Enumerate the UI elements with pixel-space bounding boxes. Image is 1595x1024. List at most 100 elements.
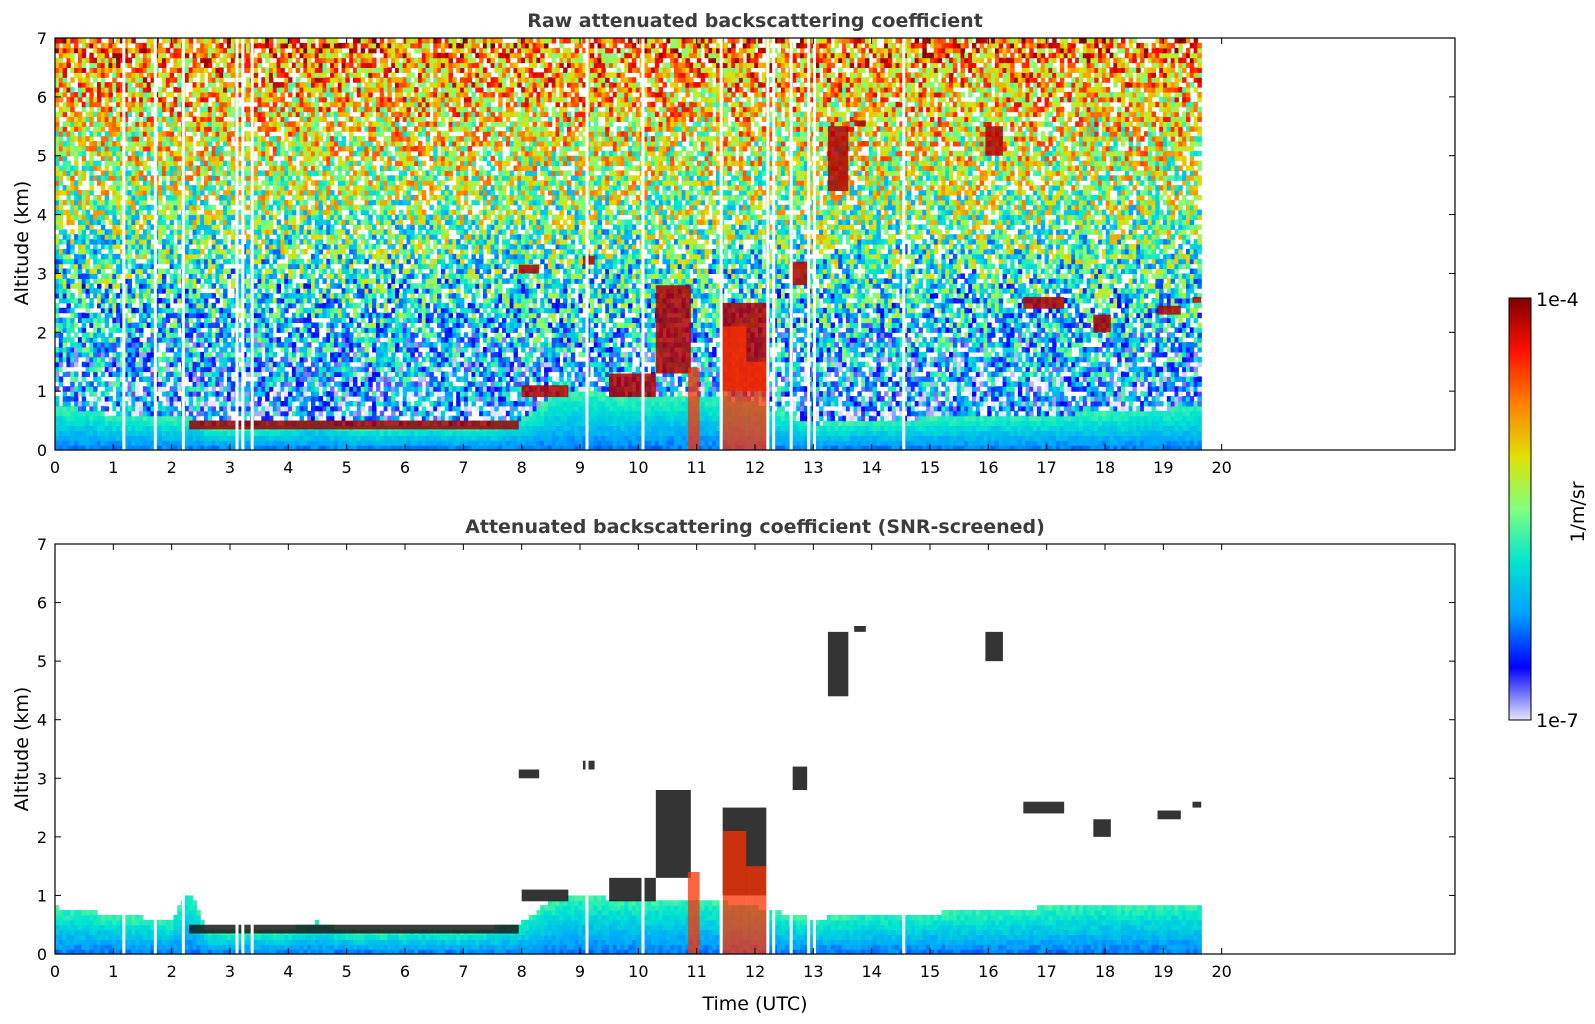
x-tick-label: 7 [458,458,468,477]
x-tick-label: 5 [342,458,352,477]
data-gap [902,544,905,954]
cloud-feature [522,890,569,902]
chart-title: Raw attenuated backscattering coefficien… [527,10,983,32]
x-tick-label: 10 [628,458,648,477]
data-gap [813,38,816,450]
x-tick-label: 16 [978,962,998,981]
cloud-feature [609,373,656,397]
x-tick-label: 4 [283,962,293,981]
y-tick-label: 4 [37,711,47,730]
cloud-feature [985,632,1003,661]
data-gap [766,544,769,954]
chart-title: Attenuated backscattering coefficient (S… [465,516,1045,538]
x-tick-label: 9 [575,458,585,477]
x-tick-label: 19 [1153,962,1173,981]
data-gap [720,38,723,450]
cloud-feature [1158,306,1181,315]
cloud-feature [656,285,691,373]
x-tick-label: 12 [745,962,765,981]
colorbar-gradient [1509,298,1531,720]
colorbar: 1e-4 1e-7 1/m/sr [1509,289,1589,732]
data-gap [251,38,254,450]
precipitation-column [688,872,700,954]
chart-panel-snr-screened: Attenuated backscattering coefficient (S… [11,516,1455,1015]
x-tick-label: 1 [108,962,118,981]
cloud-feature [1193,297,1202,303]
data-gap [807,544,810,954]
x-tick-label: 9 [575,962,585,981]
x-tick-label: 8 [517,962,527,981]
y-axis-label: Altitude (km) [11,181,33,306]
x-tick-label: 14 [861,458,881,477]
data-gap [154,544,157,954]
precipitation-column [688,368,700,450]
data-gap [790,544,793,954]
x-tick-label: 8 [517,458,527,477]
cloud-feature [854,626,866,632]
x-tick-label: 13 [803,962,823,981]
data-gap [122,38,125,450]
y-tick-label: 2 [37,828,47,847]
x-tick-label: 20 [1211,962,1231,981]
y-tick-label: 6 [37,594,47,613]
x-tick-label: 4 [283,458,293,477]
x-tick-label: 7 [458,962,468,981]
cloud-feature [1158,811,1181,820]
data-gap [182,544,185,954]
y-tick-label: 0 [37,945,47,964]
cloud-feature [1093,315,1111,333]
cloud-feature [583,761,595,770]
aerosol-layer [189,421,519,430]
x-tick-label: 15 [920,458,940,477]
precipitation-column [723,326,746,450]
cloud-feature [519,770,539,779]
data-gap [182,38,185,450]
data-gap [241,544,244,954]
y-tick-label: 5 [37,147,47,166]
data-gap [642,38,645,450]
y-axis-label: Altitude (km) [11,687,33,812]
precipitation-column [746,362,766,450]
data-gap [642,544,645,954]
x-tick-label: 2 [167,962,177,981]
x-tick-label: 2 [167,458,177,477]
precipitation-column [746,866,766,954]
data-gap [241,38,244,450]
data-gap [902,38,905,450]
cloud-feature [522,385,569,397]
cloud-feature [583,256,595,265]
colorbar-min-label: 1e-7 [1536,710,1579,732]
x-tick-label: 16 [978,458,998,477]
aerosol-layer [189,925,519,934]
data-gap [720,544,723,954]
x-tick-label: 12 [745,458,765,477]
data-gap [813,544,816,954]
x-tick-label: 20 [1211,458,1231,477]
data-gap [154,38,157,450]
heatmap-plot-area [55,38,1202,451]
y-tick-label: 0 [37,441,47,460]
x-tick-label: 19 [1153,458,1173,477]
cloud-feature [1093,819,1111,837]
colorbar-unit-label: 1/m/sr [1567,481,1589,542]
cloud-feature [985,126,1003,155]
x-tick-label: 11 [686,962,706,981]
x-axis-label: Time (UTC) [701,993,807,1015]
x-tick-label: 10 [628,962,648,981]
x-tick-label: 0 [50,458,60,477]
y-tick-label: 5 [37,652,47,671]
y-tick-label: 1 [37,886,47,905]
x-tick-label: 18 [1095,962,1115,981]
colorbar-max-label: 1e-4 [1536,289,1579,311]
x-tick-label: 14 [861,962,881,981]
x-tick-label: 6 [400,962,410,981]
y-tick-label: 4 [37,206,47,225]
data-gap [586,544,589,954]
cloud-feature [656,790,691,878]
x-tick-label: 3 [225,962,235,981]
cloud-feature [1023,297,1064,309]
x-tick-label: 17 [1036,962,1056,981]
data-gap [122,544,125,954]
x-tick-label: 13 [803,458,823,477]
chart-panel-raw: Raw attenuated backscattering coefficien… [11,10,1455,477]
